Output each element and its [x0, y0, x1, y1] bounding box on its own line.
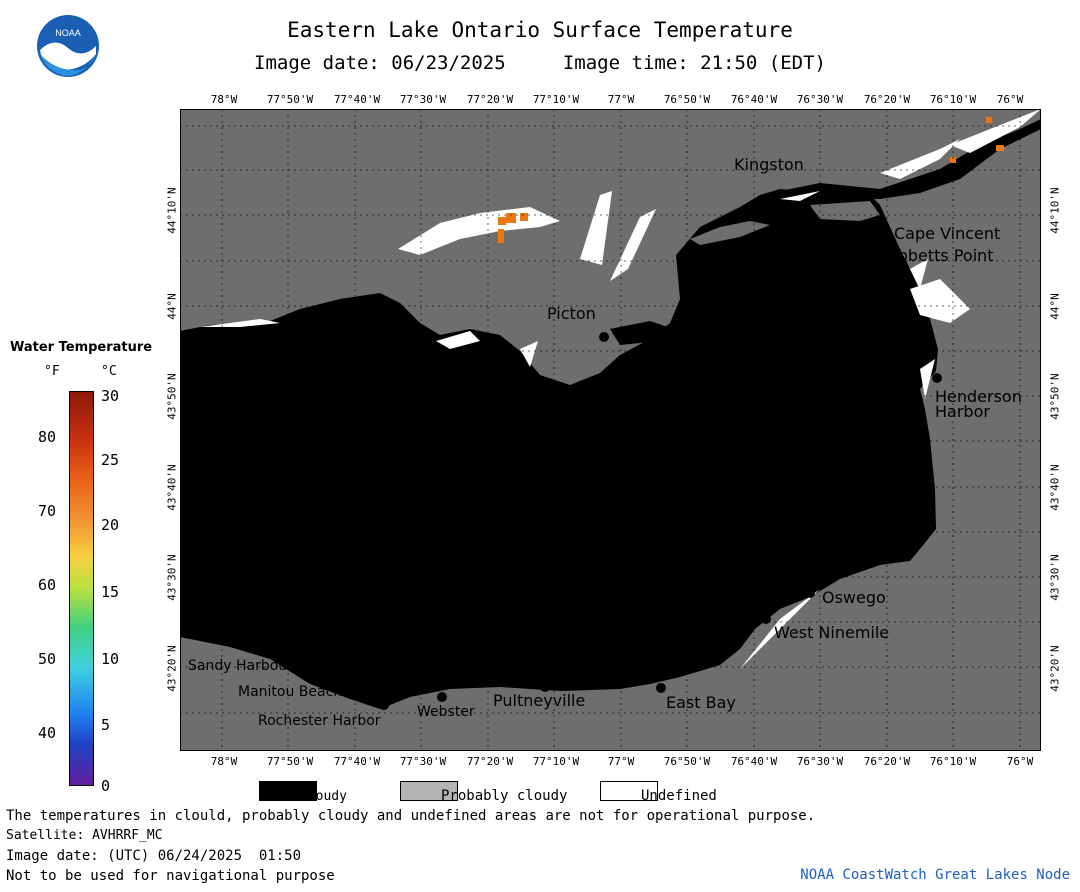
map-panel — [180, 109, 1041, 751]
key-swatch-cloudy — [259, 781, 317, 801]
lon-label-top: 77°50'W — [266, 93, 314, 106]
f-tick: 60 — [38, 576, 57, 594]
satellite-text: Satellite: AVHRRF_MC — [6, 828, 163, 843]
place-markers — [263, 224, 942, 710]
navigation-warning: Not to be used for navigational purpose — [6, 868, 335, 884]
legend-title: Water Temperature — [10, 340, 153, 355]
lon-label-bottom: 76°10'W — [929, 755, 977, 768]
lon-label-bottom: 77°30'W — [399, 755, 447, 768]
place-label-tibbetts-point: Tibbetts Point — [884, 246, 994, 265]
lat-label-left: 43°20'N — [165, 645, 179, 692]
color-scale-bar — [69, 391, 94, 786]
c-tick: 0 — [101, 777, 111, 795]
place-label-pultneyville: Pultneyville — [493, 691, 586, 710]
credit-link[interactable]: NOAA CoastWatch Great Lakes Node — [800, 867, 1070, 883]
lat-label-left: 43°30'N — [165, 554, 179, 601]
c-tick: 20 — [101, 516, 120, 534]
lon-label-bottom: 78°W — [210, 755, 238, 768]
place-label-sandy-harbour: Sandy Harbour — [188, 658, 293, 674]
c-tick: 15 — [101, 583, 120, 601]
f-tick: 40 — [38, 724, 57, 742]
noaa-logo: NOAA — [37, 15, 99, 77]
key-label-probably-cloudy: Probably cloudy — [441, 788, 568, 804]
unit-celsius: °C — [101, 364, 117, 379]
lon-label-bottom: 76°50'W — [663, 755, 711, 768]
lon-label-bottom: 77°10'W — [532, 755, 580, 768]
unit-fahrenheit: °F — [44, 364, 60, 379]
c-tick: 30 — [101, 387, 120, 405]
lat-label-right: 43°50'N — [1048, 373, 1062, 420]
place-label-manitou-beach: Manitou Beach — [238, 684, 343, 700]
place-label-west-ninemile: West Ninemile — [774, 623, 890, 642]
lat-label-right: 43°40'N — [1048, 464, 1062, 511]
lon-label-top: 76°W — [996, 93, 1024, 106]
lon-label-top: 77°30'W — [399, 93, 447, 106]
lon-label-top: 76°10'W — [929, 93, 977, 106]
lon-label-bottom: 76°30'W — [796, 755, 844, 768]
svg-text:NOAA: NOAA — [55, 28, 81, 38]
place-label-east-bay: East Bay — [666, 693, 736, 712]
c-tick: 10 — [101, 650, 120, 668]
place-label-rochester-harbor: Rochester Harbor — [258, 713, 381, 729]
lon-label-top: 77°40'W — [333, 93, 381, 106]
map-title: Eastern Lake Ontario Surface Temperature — [287, 18, 793, 42]
lat-label-left: 44°N — [165, 293, 179, 320]
place-label-henderson: Henderson — [935, 387, 1022, 406]
lat-label-right: 44°N — [1048, 293, 1062, 320]
amherst-island — [690, 221, 770, 245]
c-tick: 5 — [101, 716, 111, 734]
key-label-undefined: Undefined — [641, 788, 717, 804]
lon-label-top: 77°10'W — [532, 93, 580, 106]
lon-label-bottom: 76°20'W — [863, 755, 911, 768]
lat-label-left: 44°10'N — [165, 187, 179, 234]
key-label-cloudy: Cloudy — [300, 789, 347, 804]
c-tick: 25 — [101, 451, 120, 469]
map-frame — [180, 109, 1041, 751]
wolfe-island — [810, 201, 880, 221]
kingston-channel-cloud — [760, 119, 1041, 199]
lon-label-top: 76°50'W — [663, 93, 711, 106]
map-subtitle: Image date: 06/23/2025 Image time: 21:50… — [254, 52, 826, 74]
utc-date-text: Image date: (UTC) 06/24/2025 01:50 — [6, 848, 302, 864]
lat-label-right: 44°10'N — [1048, 187, 1062, 234]
place-label-picton: Picton — [547, 304, 596, 323]
place-label-kingston: Kingston — [734, 155, 804, 174]
lon-label-top: 77°W — [607, 93, 635, 106]
lon-label-top: 76°30'W — [796, 93, 844, 106]
lon-label-bottom: 77°W — [607, 755, 635, 768]
key-swatch-probably-cloudy — [400, 781, 458, 801]
key-swatch-undefined — [600, 781, 658, 801]
lat-label-right: 43°30'N — [1048, 554, 1062, 601]
lat-label-left: 43°50'N — [165, 373, 179, 420]
lon-label-bottom: 77°50'W — [266, 755, 314, 768]
lon-label-bottom: 76°40'W — [730, 755, 778, 768]
lat-label-right: 43°20'N — [1048, 645, 1062, 692]
lat-label-left: 43°40'N — [165, 464, 179, 511]
f-tick: 70 — [38, 502, 57, 520]
undefined-pixels — [200, 109, 1041, 669]
graticule — [180, 109, 1041, 751]
lake-cloud-area — [180, 189, 938, 709]
place-label-cape-vincent: Cape Vincent — [894, 224, 1001, 243]
f-tick: 50 — [38, 650, 57, 668]
bay-of-quinte-cloud — [610, 321, 680, 345]
lon-label-top: 76°20'W — [863, 93, 911, 106]
lon-label-bottom: 76°W — [1006, 755, 1034, 768]
warm-water-pixels — [498, 117, 1004, 243]
lon-label-bottom: 77°40'W — [333, 755, 381, 768]
place-label-webster: Webster — [417, 704, 475, 720]
lon-label-top: 78°W — [210, 93, 238, 106]
place-label-henderson-harbor: Harbor — [935, 402, 990, 421]
lon-label-top: 76°40'W — [730, 93, 778, 106]
f-tick: 80 — [38, 428, 57, 446]
lon-label-top: 77°20'W — [466, 93, 514, 106]
place-label-oswego: Oswego — [822, 588, 886, 607]
lon-label-bottom: 77°20'W — [466, 755, 514, 768]
disclaimer-text: The temperatures in clould, probably clo… — [6, 808, 816, 824]
